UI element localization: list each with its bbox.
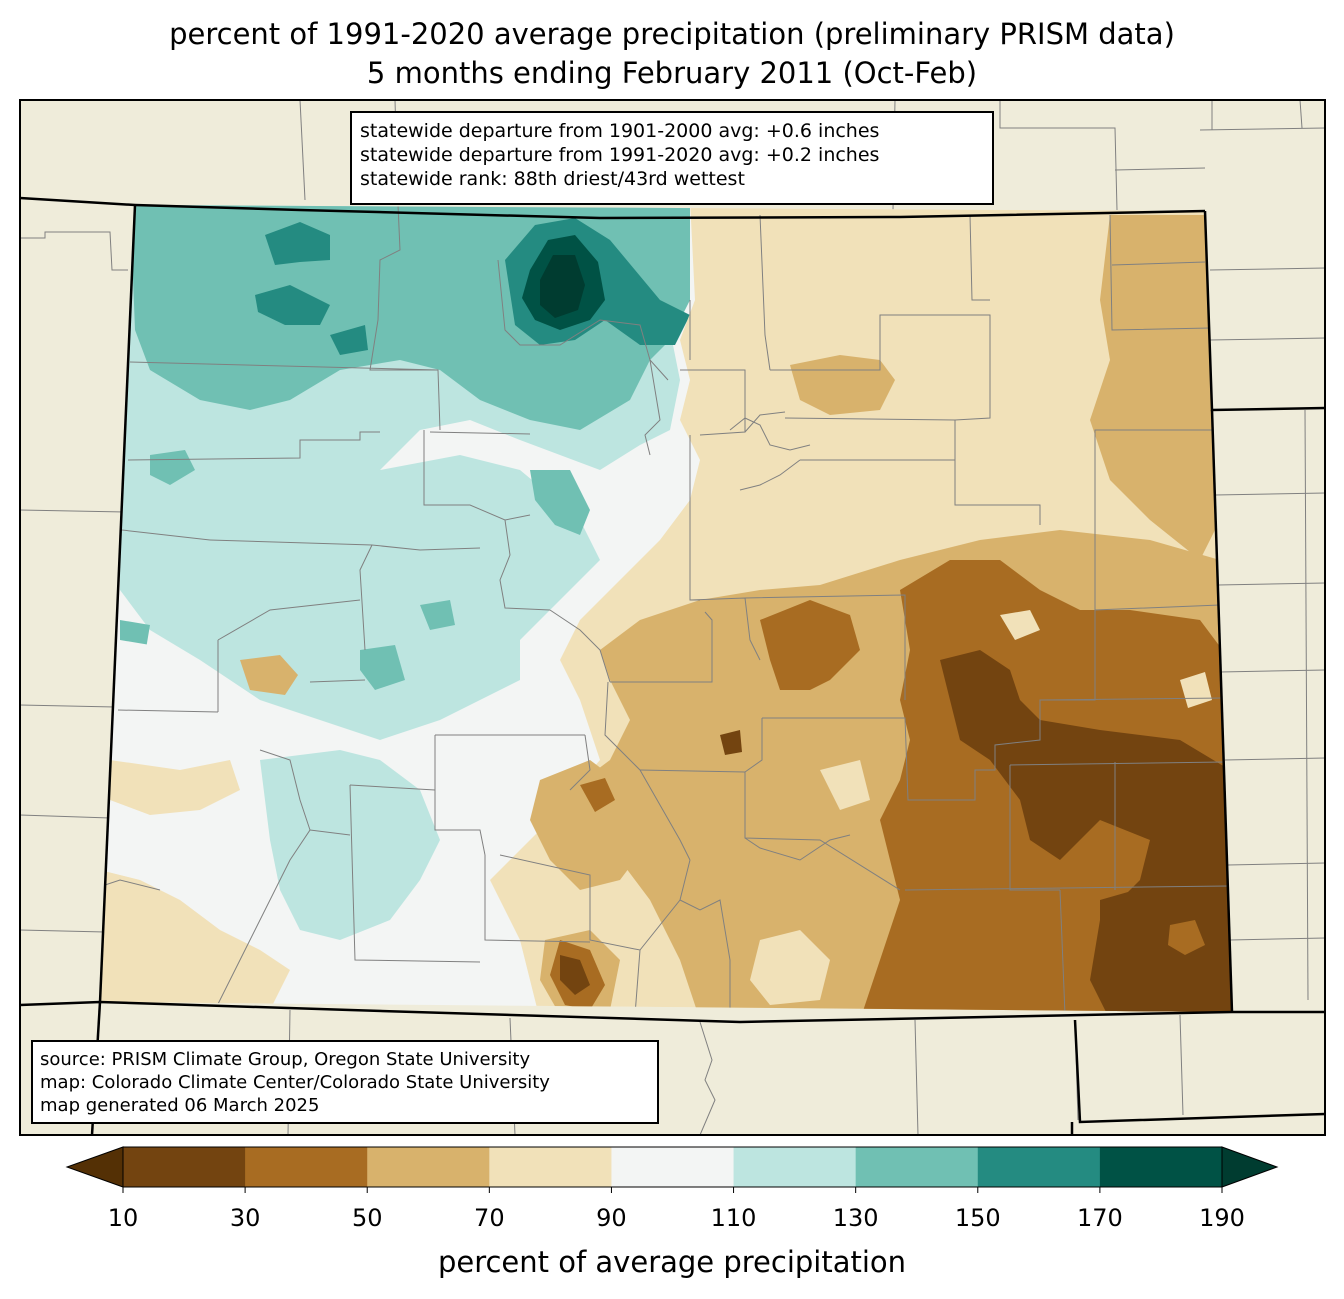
source-box: source: PRISM Climate Group, Oregon Stat…: [31, 1040, 659, 1124]
colorbar-tick-label: 130: [832, 1204, 879, 1232]
neighbor-county-lines: [19, 99, 1326, 1136]
colorbar-tick-label: 190: [1199, 1204, 1245, 1232]
colorbar-over-arrow: [1221, 1146, 1279, 1188]
colorbar-tick-label: 110: [710, 1204, 757, 1232]
colorbar-label: percent of average precipitation: [437, 1245, 907, 1279]
colorbar-tick-label: 90: [596, 1204, 627, 1232]
colorbar: [65, 1146, 1279, 1193]
colorbar-tick-label: 70: [474, 1204, 505, 1232]
colorbar-tick-label: 150: [954, 1204, 1001, 1232]
map-frame-border: [19, 99, 1326, 1136]
stats-line-1991: statewide departure from 1991-2020 avg: …: [360, 144, 880, 166]
county-lines: [104, 205, 1229, 1012]
stats-line-rank: statewide rank: 88th driest/43rd wettest: [360, 168, 745, 190]
map-title: percent of 1991-2020 average precipitati…: [169, 17, 1175, 51]
colorbar-swatch: [611, 1147, 735, 1187]
colorbar-swatch: [855, 1147, 979, 1187]
colorbar-swatch: [489, 1147, 612, 1187]
colorbar-swatch: [245, 1147, 368, 1187]
colorbar-swatch: [733, 1147, 857, 1187]
colorbar-outline: [122, 1146, 1223, 1188]
statewide-stats-box: statewide departure from 1901-2000 avg: …: [350, 111, 994, 205]
colorbar-under-arrow: [65, 1146, 124, 1188]
precipitation-field: [100, 205, 1232, 1012]
colorbar-swatch: [1099, 1147, 1223, 1187]
colorbar-tick-label: 10: [107, 1204, 139, 1232]
colorbar-tick-label: 170: [1076, 1204, 1123, 1232]
state-borders: [19, 196, 1326, 1136]
source-line-map: map: Colorado Climate Center/Colorado St…: [40, 1072, 550, 1093]
colorbar-tick-label: 50: [351, 1204, 383, 1232]
colorbar-swatch: [123, 1147, 246, 1187]
stats-line-1901: statewide departure from 1901-2000 avg: …: [360, 120, 880, 142]
colorbar-swatch: [367, 1147, 490, 1187]
colorbar-tick-label: 30: [229, 1204, 261, 1232]
source-line-generated: map generated 06 March 2025: [40, 1095, 320, 1116]
source-line-prism: source: PRISM Climate Group, Oregon Stat…: [40, 1049, 531, 1070]
colorbar-swatch: [977, 1147, 1101, 1187]
map-subtitle: 5 months ending February 2011 (Oct-Feb): [366, 56, 978, 90]
